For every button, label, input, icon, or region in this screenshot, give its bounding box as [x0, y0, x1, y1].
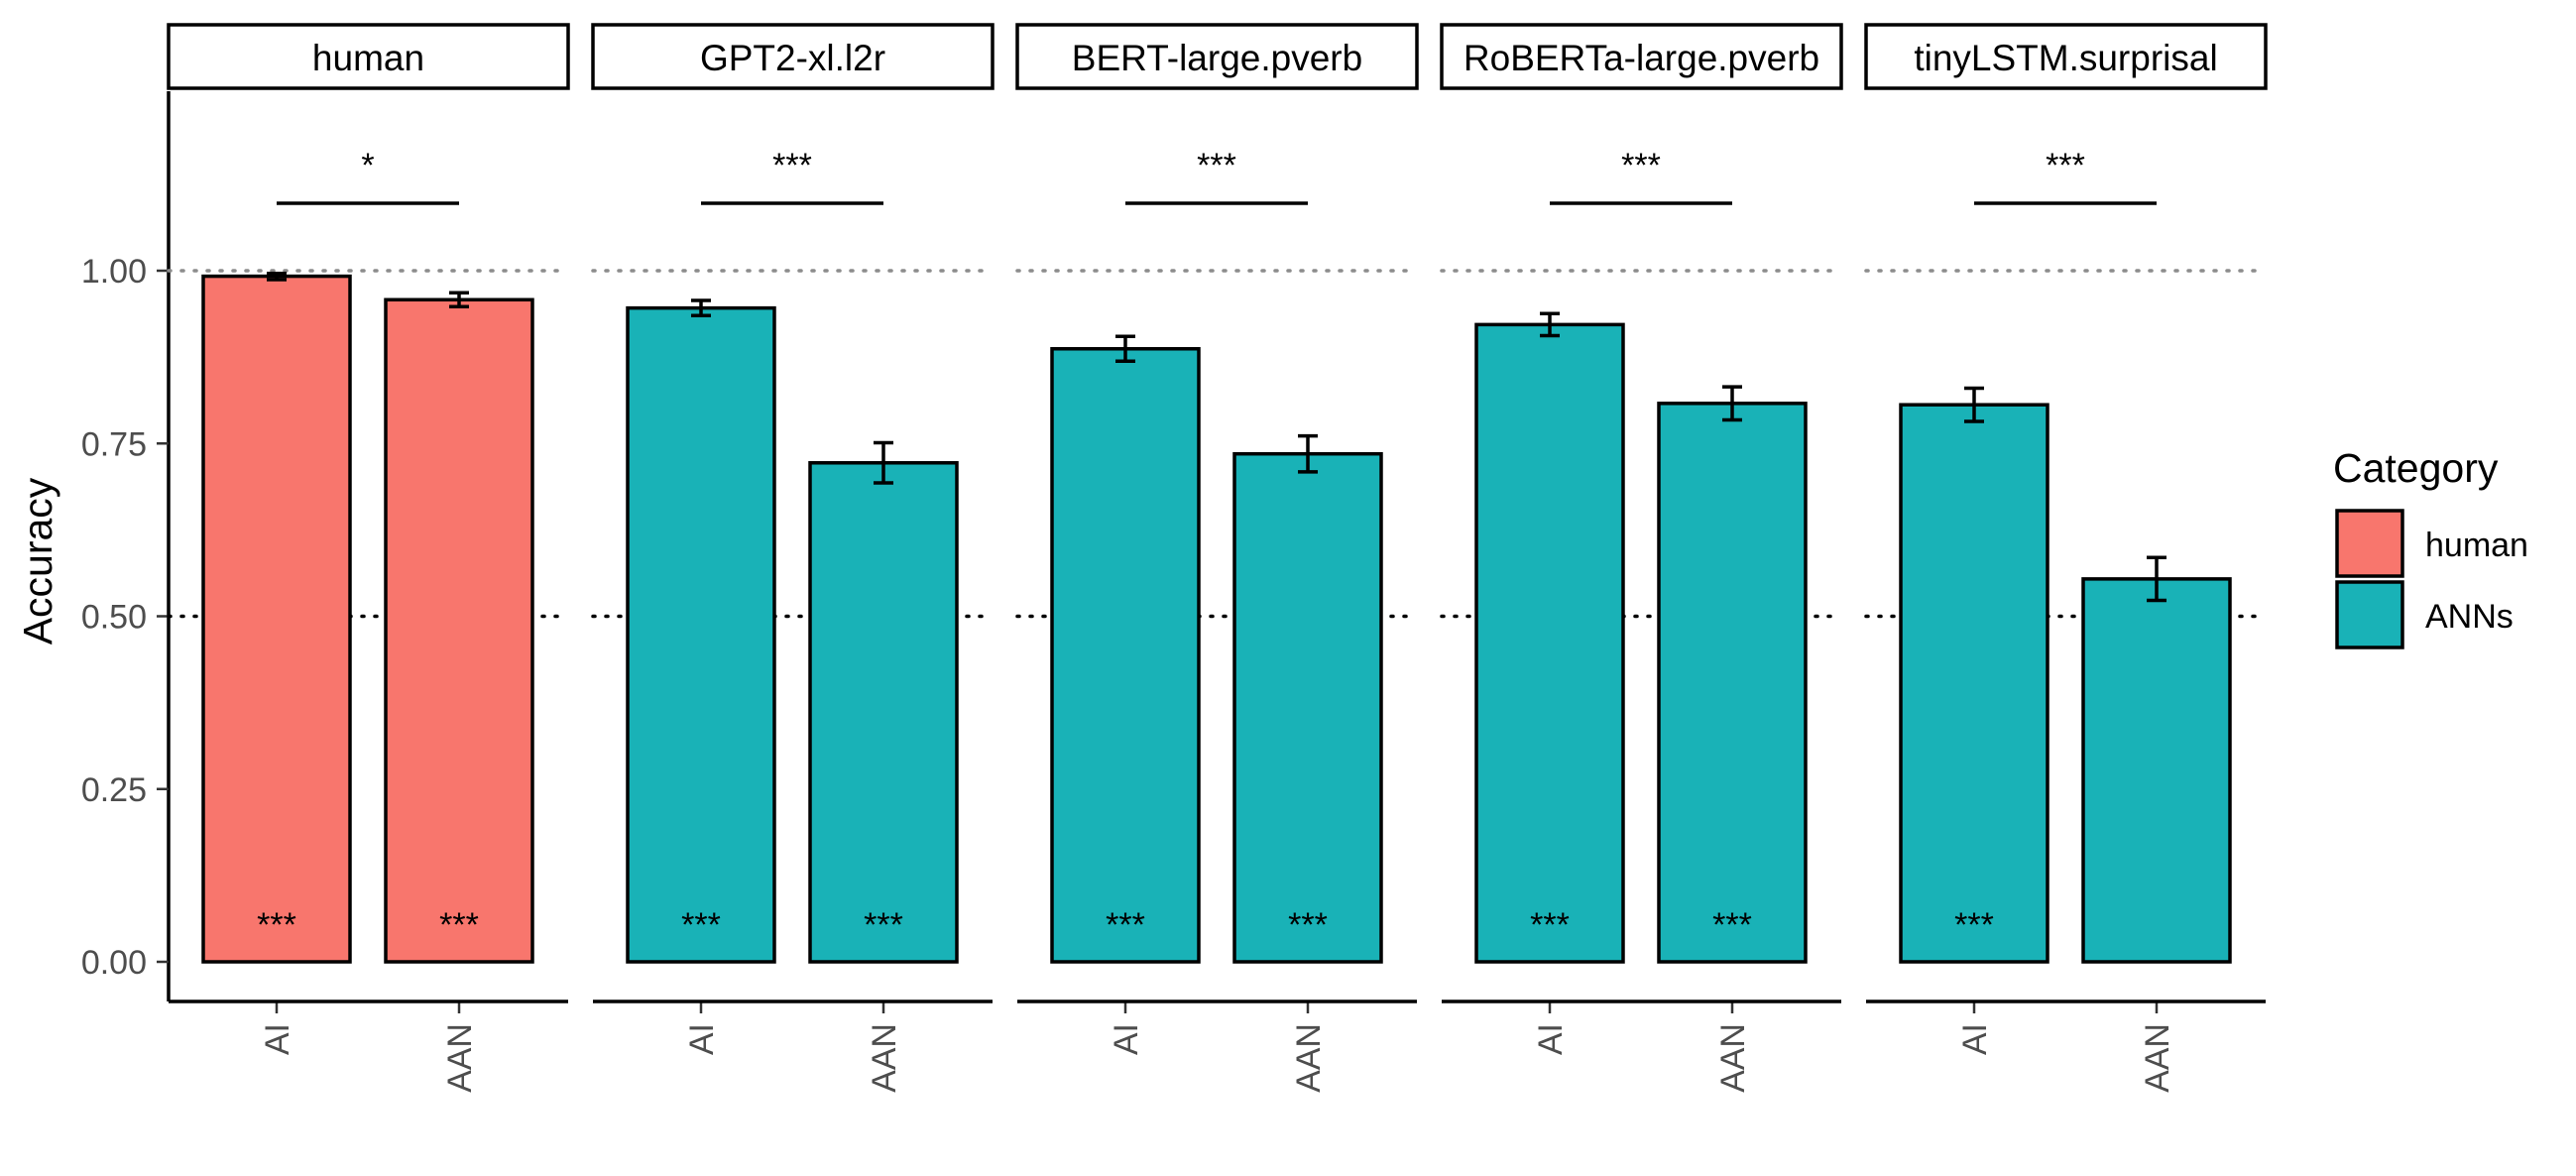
facet-label: tinyLSTM.surprisal — [1914, 38, 2217, 78]
bar — [1899, 403, 2049, 964]
comparison-significance-label: *** — [2046, 147, 2085, 184]
facet-strip — [1440, 23, 1843, 90]
bar-significance-label: *** — [864, 906, 903, 944]
bar — [808, 461, 959, 964]
facet-strip — [591, 23, 995, 90]
x-tick-label: AI — [1108, 1023, 1145, 1055]
x-tick-label: AAN — [1714, 1023, 1752, 1093]
x-tick-label: AAN — [866, 1023, 903, 1093]
legend-key — [2335, 509, 2404, 578]
bar-significance-label: *** — [1106, 906, 1145, 944]
x-tick-label: AI — [1532, 1023, 1570, 1055]
bar — [1050, 347, 1201, 964]
bar — [201, 274, 352, 964]
bar-significance-label: *** — [1288, 906, 1328, 944]
facet-strip — [1015, 23, 1419, 90]
facet-label: BERT-large.pverb — [1072, 38, 1362, 78]
y-axis-title: Accuracy — [15, 477, 60, 645]
x-tick-label: AAN — [441, 1023, 479, 1093]
bar-significance-label: *** — [1530, 906, 1570, 944]
facet-label: RoBERTa-large.pverb — [1464, 38, 1819, 78]
y-tick-label: 0.75 — [81, 425, 147, 463]
facet-strip — [167, 23, 570, 90]
bar-significance-label: *** — [1712, 906, 1752, 944]
bar — [1474, 322, 1625, 964]
x-tick-label: AAN — [2139, 1023, 2176, 1093]
comparison-significance-label: * — [361, 147, 374, 184]
bar-significance-label: *** — [1954, 906, 1994, 944]
legend-title: Category — [2333, 445, 2499, 491]
bar — [1232, 451, 1383, 964]
bar — [384, 297, 534, 964]
facet-label: human — [312, 38, 424, 78]
comparison-significance-label: *** — [772, 147, 812, 184]
legend-key — [2335, 580, 2404, 649]
y-tick-label: 0.25 — [81, 771, 147, 809]
facet-strip — [1864, 23, 2268, 90]
x-tick-label: AAN — [1290, 1023, 1328, 1093]
comparison-significance-label: *** — [1197, 147, 1236, 184]
y-tick-label: 0.50 — [81, 599, 147, 637]
bar — [2081, 577, 2232, 964]
bar-significance-label: *** — [681, 906, 721, 944]
bar-significance-label: *** — [257, 906, 296, 944]
y-tick-label: 1.00 — [81, 253, 147, 291]
y-tick-label: 0.00 — [81, 944, 147, 982]
facet-label: GPT2-xl.l2r — [700, 38, 885, 78]
bar — [1657, 402, 1808, 964]
bar — [626, 305, 776, 964]
bar-significance-label: *** — [439, 906, 479, 944]
x-tick-label: AI — [683, 1023, 721, 1055]
legend-label: ANNs — [2425, 598, 2514, 636]
legend-label: human — [2425, 527, 2528, 564]
comparison-significance-label: *** — [1621, 147, 1661, 184]
x-tick-label: AI — [259, 1023, 296, 1055]
x-tick-label: AI — [1956, 1023, 1994, 1055]
